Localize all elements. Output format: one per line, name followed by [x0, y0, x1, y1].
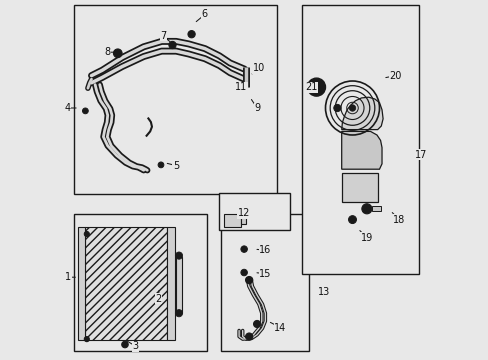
Circle shape: [242, 271, 245, 274]
Bar: [371, 206, 380, 211]
Bar: [221, 214, 309, 351]
Circle shape: [361, 204, 371, 214]
Circle shape: [348, 105, 355, 111]
Circle shape: [123, 343, 126, 346]
Bar: [73, 214, 206, 351]
Circle shape: [175, 252, 182, 259]
Text: 10: 10: [252, 63, 264, 73]
Circle shape: [245, 276, 252, 284]
Bar: [224, 214, 240, 227]
Circle shape: [241, 269, 247, 276]
Circle shape: [85, 233, 88, 235]
Bar: [167, 227, 175, 340]
Circle shape: [313, 84, 319, 90]
Text: 19: 19: [360, 233, 372, 243]
Text: 3: 3: [132, 341, 139, 351]
Circle shape: [84, 109, 87, 112]
Bar: [219, 193, 289, 230]
Circle shape: [113, 49, 122, 58]
Circle shape: [122, 341, 128, 348]
Bar: [302, 5, 418, 274]
Text: 14: 14: [274, 323, 286, 333]
Polygon shape: [341, 97, 382, 130]
Text: 6: 6: [202, 9, 207, 19]
Bar: [78, 227, 84, 340]
Circle shape: [245, 333, 252, 340]
Polygon shape: [341, 131, 381, 169]
Circle shape: [189, 33, 193, 36]
Circle shape: [158, 162, 163, 168]
Text: 9: 9: [254, 103, 260, 113]
Circle shape: [253, 320, 260, 328]
Text: 12: 12: [237, 208, 249, 218]
Text: 1: 1: [65, 272, 71, 282]
Circle shape: [333, 104, 340, 112]
Circle shape: [116, 51, 120, 55]
Circle shape: [241, 246, 247, 252]
Circle shape: [82, 108, 88, 114]
Circle shape: [168, 41, 176, 49]
Text: 15: 15: [259, 269, 271, 279]
Circle shape: [348, 216, 356, 224]
Text: 20: 20: [389, 71, 401, 81]
Circle shape: [175, 310, 182, 317]
Text: 18: 18: [392, 215, 405, 225]
Circle shape: [307, 78, 325, 96]
Circle shape: [84, 231, 89, 237]
Circle shape: [335, 106, 339, 110]
Text: 2: 2: [155, 294, 162, 304]
Circle shape: [84, 337, 89, 342]
Circle shape: [170, 44, 174, 47]
Text: 17: 17: [414, 150, 426, 160]
Text: 4: 4: [64, 103, 70, 113]
Text: 13: 13: [317, 287, 329, 297]
Circle shape: [242, 248, 245, 251]
Text: 21: 21: [305, 82, 317, 92]
Circle shape: [85, 338, 88, 340]
Circle shape: [159, 163, 162, 166]
Text: 8: 8: [104, 47, 111, 57]
Bar: [341, 173, 377, 202]
Circle shape: [187, 31, 195, 38]
Circle shape: [255, 322, 258, 326]
Bar: [176, 257, 182, 313]
Text: 11: 11: [234, 82, 246, 93]
Text: 5: 5: [173, 161, 179, 171]
Text: 16: 16: [259, 245, 271, 255]
Bar: [73, 5, 276, 194]
Text: 7: 7: [160, 31, 166, 41]
Bar: [240, 217, 245, 224]
Bar: [84, 227, 167, 340]
Circle shape: [350, 217, 354, 222]
